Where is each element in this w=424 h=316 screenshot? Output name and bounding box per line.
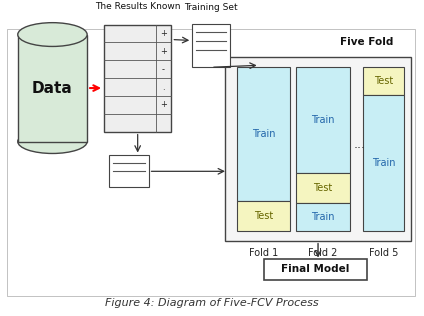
Text: Test: Test (254, 211, 273, 221)
Bar (192, 24, 230, 67)
Bar (296, 67, 350, 173)
Text: +: + (160, 47, 167, 56)
Bar (109, 155, 148, 187)
Text: +: + (160, 29, 167, 38)
Text: Final Model: Final Model (281, 264, 349, 274)
Bar (363, 67, 404, 95)
Bar (237, 201, 290, 231)
Text: .: . (162, 82, 165, 92)
Text: +: + (160, 100, 167, 109)
Text: Test: Test (374, 76, 393, 86)
Text: Train: Train (311, 115, 335, 125)
Bar (237, 67, 290, 201)
Bar (104, 25, 171, 132)
Bar (363, 95, 404, 231)
Text: The Results Known: The Results Known (95, 2, 181, 11)
Text: Five Fold: Five Fold (340, 37, 393, 47)
Bar (296, 173, 350, 203)
Text: Training Set: Training Set (184, 3, 238, 12)
Ellipse shape (18, 23, 87, 46)
Text: ...: ... (354, 137, 365, 150)
Text: -: - (162, 65, 165, 74)
Text: Train: Train (311, 212, 335, 222)
Text: Test: Test (313, 183, 332, 193)
Text: Data: Data (32, 81, 73, 95)
Bar (7, 29, 415, 296)
Text: Figure 4: Diagram of Five-FCV Process: Figure 4: Diagram of Five-FCV Process (105, 298, 319, 308)
Bar (296, 203, 350, 231)
Text: Fold 2: Fold 2 (308, 247, 338, 258)
Bar (264, 258, 367, 280)
Ellipse shape (18, 130, 87, 154)
Bar (18, 34, 87, 142)
Text: Train: Train (372, 158, 395, 168)
Bar (225, 57, 411, 241)
Text: Train: Train (252, 129, 275, 139)
Text: Fold 5: Fold 5 (369, 247, 398, 258)
Text: Fold 1: Fold 1 (249, 247, 278, 258)
